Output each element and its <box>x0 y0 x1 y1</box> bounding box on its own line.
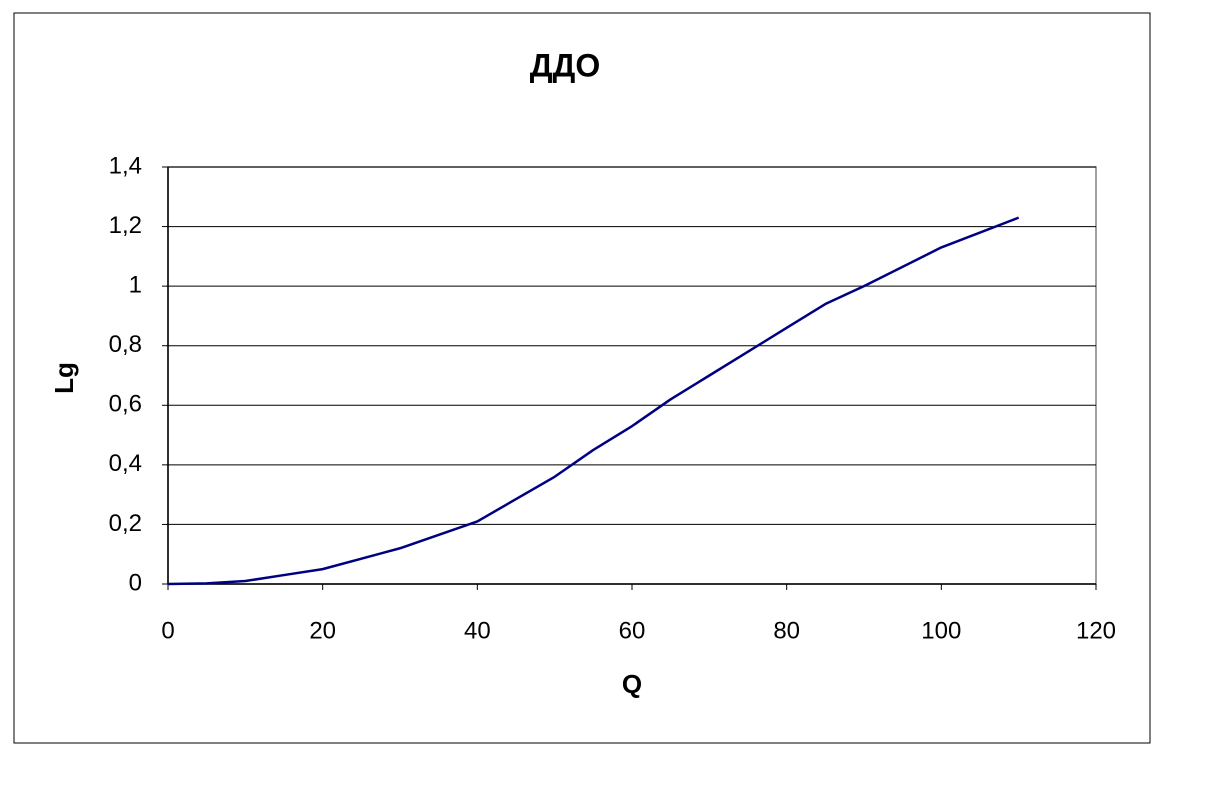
y-tick-label: 1,2 <box>109 212 142 239</box>
y-tick-label: 0,4 <box>109 450 142 477</box>
y-tick-label: 0,8 <box>109 331 142 358</box>
y-tick-label: 0,6 <box>109 391 142 418</box>
x-tick-label: 20 <box>309 617 336 644</box>
y-tick-label: 1,4 <box>109 152 142 179</box>
x-tick-label: 0 <box>161 617 174 644</box>
x-tick-label: 120 <box>1076 617 1116 644</box>
y-tick-label: 1 <box>129 271 142 298</box>
chart-title: ДДО <box>530 47 600 83</box>
x-tick-label: 80 <box>773 617 800 644</box>
plot-area <box>167 166 1097 585</box>
x-tick-label: 40 <box>464 617 491 644</box>
x-tick-label: 60 <box>619 617 646 644</box>
y-tick-label: 0,2 <box>109 510 142 537</box>
y-tick-label: 0 <box>129 569 142 596</box>
data-line <box>167 216 1020 586</box>
y-axis-label: Lg <box>49 362 79 394</box>
x-axis-label: Q <box>622 669 642 699</box>
x-tick-label: 100 <box>921 617 961 644</box>
